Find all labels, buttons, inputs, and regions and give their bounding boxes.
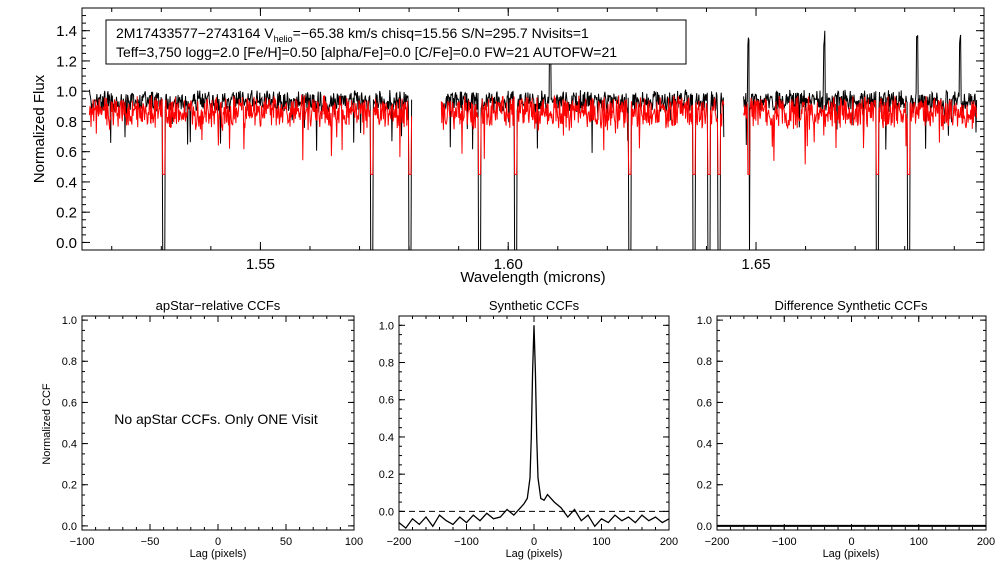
y-tick-label: 0.2 <box>56 205 77 222</box>
synthetic-ccf-series <box>398 325 670 530</box>
y-tick-label: 0.4 <box>56 174 77 191</box>
y-tick-label: 0.4 <box>379 432 394 444</box>
y-tick-label: 0.8 <box>62 356 77 368</box>
apstar-ccf-title: apStar−relative CCFs <box>156 298 281 313</box>
x-tick-label: 0 <box>848 536 854 548</box>
x-tick-label: 200 <box>977 536 995 548</box>
spectrum-y-axis-label: Normalized Flux <box>31 74 48 183</box>
y-tick-label: 0.8 <box>56 114 77 131</box>
difference-ccf-frame <box>716 315 987 531</box>
apstar-ccf-axis-ticks: −100 −50 0 50 100 0.0 0.2 0.4 0.6 0.8 1.0 <box>62 315 363 548</box>
y-tick-label: 1.4 <box>56 23 77 40</box>
y-tick-label: 1.0 <box>62 315 77 327</box>
y-tick-label: 0.4 <box>62 439 77 451</box>
annotation-line-2: Teff=3,750 logg=2.0 [Fe/H]=0.50 [alpha/F… <box>116 44 617 60</box>
difference-ccf-axis-ticks: −200 −100 0 100 200 0.0 0.2 0.4 0.6 0.8 1.0 <box>697 315 995 548</box>
y-tick-label: 1.0 <box>56 84 77 101</box>
y-tick-label: 1.0 <box>379 320 394 332</box>
y-tick-label: 0.2 <box>379 469 394 481</box>
x-tick-label: −50 <box>141 536 160 548</box>
x-tick-label: 100 <box>592 536 610 548</box>
synthetic-ccf-panel: −200 −100 0 100 200 0.0 0.2 0.4 0.6 0.8 1.0 Synthe… <box>379 298 678 560</box>
x-tick-label: 0 <box>531 536 537 548</box>
y-tick-label: 1.0 <box>697 315 712 327</box>
y-tick-label: 0.8 <box>379 357 394 369</box>
spectrum-axis-ticks: 1.55 1.60 1.65 0.0 0.2 0.4 0.6 0.8 1.0 1.2 1.4 <box>56 7 984 273</box>
x-tick-label: 200 <box>660 536 678 548</box>
y-tick-label: 0.0 <box>697 521 712 533</box>
spectrum-panel: 1.55 1.60 1.65 0.0 0.2 0.4 0.6 0.8 1.0 1.2 1.4 2M1… <box>31 7 985 286</box>
annotation-frame <box>105 19 687 65</box>
y-tick-label: 0.8 <box>697 356 712 368</box>
x-tick-label: −100 <box>454 536 479 548</box>
apstar-ccf-x-axis-label: Lag (pixels) <box>190 548 247 560</box>
y-tick-label: 0.6 <box>697 397 712 409</box>
y-tick-label: 0.6 <box>62 397 77 409</box>
model-spectrum-line-chip-2 <box>440 95 725 175</box>
synthetic-ccf-x-axis-label: Lag (pixels) <box>506 548 563 560</box>
no-ccf-message: No apStar CCFs. Only ONE Visit <box>114 411 318 427</box>
y-tick-label: 1.2 <box>56 53 77 70</box>
y-tick-label: 0.0 <box>62 521 77 533</box>
model-spectrum-line-chip-3 <box>743 95 978 175</box>
x-tick-label: 0 <box>215 536 221 548</box>
x-tick-label: −200 <box>387 536 412 548</box>
y-tick-label: 0.6 <box>379 395 394 407</box>
x-tick-label: −200 <box>705 536 730 548</box>
x-tick-label: 50 <box>280 536 292 548</box>
observed-spectrum-line-chip-3 <box>743 30 978 251</box>
apstar-ccf-panel: −100 −50 0 50 100 0.0 0.2 0.4 0.6 0.8 1.0 apStar−r… <box>41 298 363 560</box>
x-tick-label: 100 <box>910 536 928 548</box>
synthetic-ccf-axis-ticks: −200 −100 0 100 200 0.0 0.2 0.4 0.6 0.8 1.0 <box>379 315 678 548</box>
annotation-line-1: 2M17433577−2743164 Vhelio=−65.38 km/s ch… <box>116 25 589 44</box>
synthetic-ccf-line <box>398 325 670 530</box>
model-spectrum-line-chip-1 <box>88 94 413 175</box>
synthetic-ccf-title: Synthetic CCFs <box>489 298 580 313</box>
difference-ccf-panel: −200 −100 0 100 200 0.0 0.2 0.4 0.6 0.8 1.0 Differ… <box>697 298 995 560</box>
synthetic-ccf-frame <box>398 315 670 531</box>
difference-ccf-x-axis-label: Lag (pixels) <box>823 548 880 560</box>
x-tick-label: 100 <box>345 536 363 548</box>
y-tick-label: 0.4 <box>697 439 712 451</box>
y-tick-label: 0.2 <box>62 480 77 492</box>
spectrum-annotation-box: 2M17433577−2743164 Vhelio=−65.38 km/s ch… <box>105 19 687 65</box>
difference-ccf-title: Difference Synthetic CCFs <box>775 298 928 313</box>
x-tick-label: 1.55 <box>246 256 275 273</box>
apstar-ccf-y-axis-label: Normalized CCF <box>41 383 53 465</box>
y-tick-label: 0.6 <box>56 144 77 161</box>
spectrum-x-axis-label: Wavelength (microns) <box>460 269 605 286</box>
x-tick-label: 1.65 <box>741 256 770 273</box>
y-tick-label: 0.0 <box>56 235 77 252</box>
x-tick-label: −100 <box>70 536 95 548</box>
y-tick-label: 0.0 <box>379 506 394 518</box>
y-tick-label: 0.2 <box>697 480 712 492</box>
x-tick-label: 1.60 <box>494 256 523 273</box>
spectrum-series <box>88 30 978 251</box>
observed-spectrum-line-chip-1 <box>88 89 413 251</box>
x-tick-label: −100 <box>772 536 797 548</box>
